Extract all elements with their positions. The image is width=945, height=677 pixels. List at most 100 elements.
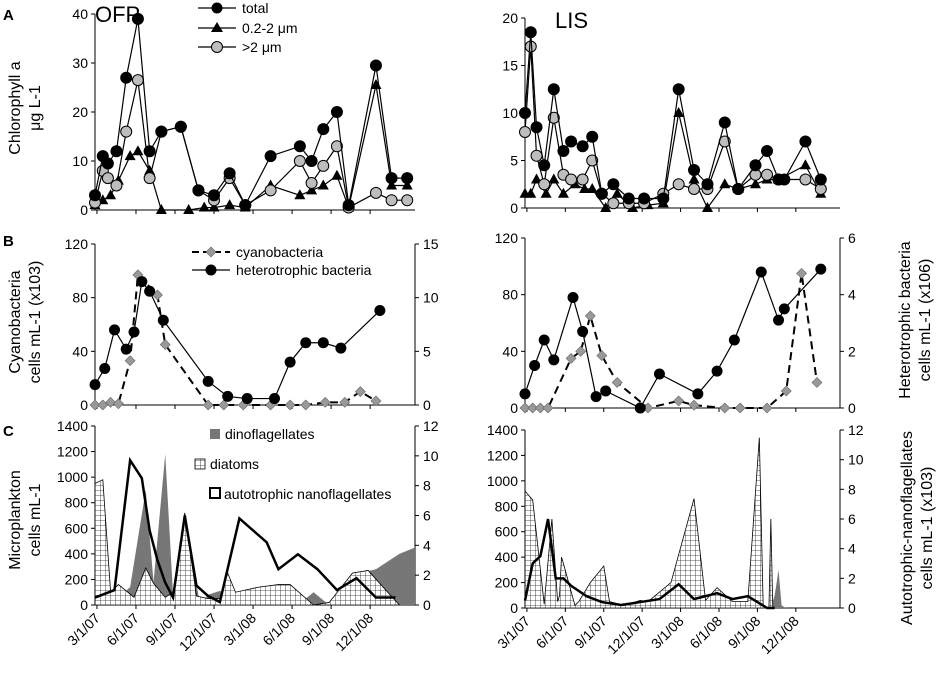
ylabel-cyano-line1: Cyanobacteria xyxy=(7,270,24,373)
point-cyano-b-lis xyxy=(761,402,773,414)
ylabel-micro-line2: cells mL-1 xyxy=(27,483,44,556)
series-line-nano-c-ofp xyxy=(94,456,396,604)
y-tick-label-right-c-lis: 6 xyxy=(848,511,856,527)
point-hetero-b-lis xyxy=(590,391,602,403)
point-hetero-b-lis xyxy=(773,314,785,326)
point-small-a-ofp xyxy=(183,204,195,214)
point-hetero-b-lis xyxy=(600,385,612,397)
legend-b-cyano-label: cyanobacteria xyxy=(236,244,323,260)
point-hetero-b-lis xyxy=(567,292,579,303)
x-tick-label-ofp: 12/1/08 xyxy=(332,610,376,654)
ylabel-nano-line2: cells mL-1 (x103) xyxy=(919,467,936,590)
x-tick-label-ofp: 3/1/07 xyxy=(64,610,103,649)
point-large-a-ofp xyxy=(401,194,414,207)
y-tick-label-left-c-lis: 1200 xyxy=(487,447,518,463)
point-small-a-ofp xyxy=(155,204,167,214)
point-large-a-lis xyxy=(565,173,578,186)
point-total-a-ofp xyxy=(401,172,414,185)
point-cyano-b-ofp xyxy=(339,396,351,408)
legend-b-cyano-marker xyxy=(205,246,217,258)
point-small-a-lis xyxy=(540,187,552,198)
y-tick-label-right-c-ofp: 8 xyxy=(423,478,431,494)
y-tick-label-right-c-ofp: 6 xyxy=(423,508,431,524)
series-line-hetero-b-ofp xyxy=(94,280,381,400)
point-total-a-lis xyxy=(799,135,812,148)
point-cyano-b-lis xyxy=(673,395,685,407)
point-total-a-ofp xyxy=(317,123,330,136)
point-large-a-ofp xyxy=(264,184,277,197)
point-total-a-lis xyxy=(778,173,791,186)
point-cyano-b-ofp xyxy=(97,399,109,411)
point-cyano-b-lis xyxy=(734,402,746,414)
point-large-a-lis xyxy=(576,173,589,186)
point-hetero-b-lis xyxy=(548,354,560,366)
legend-b: cyanobacteria heterotrophic bacteria xyxy=(192,244,372,278)
point-total-a-lis xyxy=(565,135,578,148)
point-hetero-b-lis xyxy=(755,266,767,278)
point-total-a-lis xyxy=(586,130,599,143)
point-total-a-ofp xyxy=(174,120,187,133)
point-total-a-ofp xyxy=(239,199,252,212)
y-tick-label-right-c-lis: 4 xyxy=(848,541,856,557)
point-large-a-ofp xyxy=(317,159,330,172)
point-hetero-b-lis xyxy=(634,402,646,414)
point-large-a-ofp xyxy=(385,194,398,207)
point-cyano-b-ofp xyxy=(89,399,101,411)
point-hetero-b-ofp xyxy=(136,276,148,288)
point-cyano-b-ofp xyxy=(284,399,296,411)
point-small-a-ofp xyxy=(198,201,210,212)
point-large-a-lis xyxy=(538,178,551,191)
y-tick-label-right-b-ofp: 10 xyxy=(423,290,439,306)
point-small-a-ofp xyxy=(317,179,329,190)
point-hetero-b-ofp xyxy=(120,343,132,355)
point-hetero-b-ofp xyxy=(144,285,156,297)
y-tick-label-right-c-lis: 12 xyxy=(848,422,864,438)
point-cyano-b-ofp xyxy=(319,396,331,408)
y-tick-label-left-a-ofp: 20 xyxy=(72,104,88,120)
point-total-a-ofp xyxy=(369,59,382,72)
y-tick-label-left-c-ofp: 1200 xyxy=(57,444,88,460)
ylabel-chl-line1: Chlorophyll a xyxy=(7,61,24,154)
y-tick-label-left-b-ofp: 80 xyxy=(72,290,88,306)
point-large-a-ofp xyxy=(369,186,382,199)
series-line-cyano-b-ofp xyxy=(95,272,377,406)
point-small-a-ofp xyxy=(144,164,156,175)
point-total-a-lis xyxy=(576,140,589,153)
point-cyano-b-ofp xyxy=(124,355,136,367)
point-large-a-ofp xyxy=(305,177,318,190)
point-cyano-b-lis xyxy=(780,385,792,397)
point-total-a-lis xyxy=(814,173,827,186)
y-tick-label-right-c-ofp: 2 xyxy=(423,567,431,583)
point-large-a-ofp xyxy=(110,179,123,192)
series-line-total-a-lis xyxy=(524,32,822,200)
point-total-a-ofp xyxy=(264,150,277,163)
point-cyano-b-ofp xyxy=(354,386,366,398)
point-cyano-b-lis xyxy=(575,345,587,357)
y-tick-label-left-b-lis: 40 xyxy=(502,343,518,359)
legend-c-diatom-swatch xyxy=(194,458,206,470)
panel-label-a: A xyxy=(3,7,14,24)
legend-a-total-marker xyxy=(211,2,223,14)
y-tick-label-left-b-ofp: 0 xyxy=(80,397,88,413)
y-tick-label-right-b-lis: 6 xyxy=(848,230,856,246)
point-small-a-ofp xyxy=(294,189,306,200)
x-tick-label-ofp: 6/1/08 xyxy=(259,610,298,649)
point-hetero-b-ofp xyxy=(109,324,121,336)
area-diatom-c-lis xyxy=(524,437,774,609)
ylabel-nano-line1: Autotrophic-nanoflagellates xyxy=(899,431,916,625)
point-hetero-b-lis xyxy=(692,388,704,400)
point-total-a-ofp xyxy=(305,155,318,167)
point-large-a-lis xyxy=(586,154,599,167)
chart-b-lis: 0 40 80 120 0 2 4 6 xyxy=(495,230,856,416)
y-tick-label-left-a-lis: 5 xyxy=(510,153,518,169)
point-small-a-ofp xyxy=(401,179,413,190)
point-large-a-ofp xyxy=(101,172,114,185)
point-large-a-ofp xyxy=(330,140,343,153)
series-line-cyano-b-lis xyxy=(525,273,818,410)
y-tick-label-left-b-lis: 120 xyxy=(495,230,519,246)
point-total-a-lis xyxy=(524,26,537,39)
point-cyano-b-lis xyxy=(719,402,731,414)
y-tick-label-right-c-ofp: 12 xyxy=(423,418,439,434)
chart-a-ofp: 0 10 20 30 40 xyxy=(72,6,415,218)
